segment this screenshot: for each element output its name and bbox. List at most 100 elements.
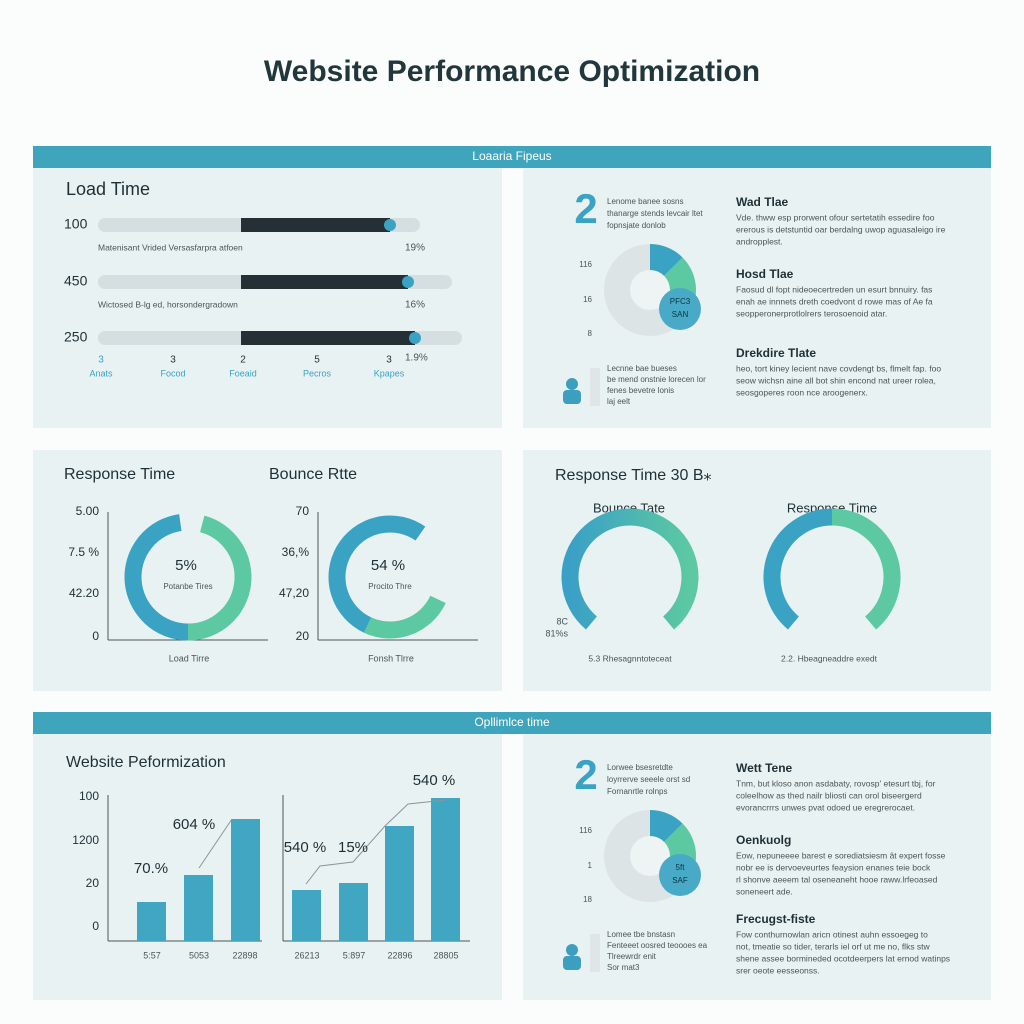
ring — [187, 515, 252, 641]
item-text: Eow, nepuneeee barest e sorediatsiesm ât… — [736, 850, 946, 860]
footer-number: 3 — [386, 355, 392, 366]
item-text: Fow conthurnowlan aricn otinest auhn ess… — [736, 929, 928, 939]
progress-dot — [384, 219, 396, 231]
row-pct: 1.9% — [405, 353, 428, 364]
badge-text: PFC3 — [670, 297, 691, 306]
item-text: seosgoperes roon nce aroogenerx. — [736, 387, 868, 397]
banner-title: Loaaria Fipeus — [472, 149, 551, 163]
axis-label: 18 — [583, 895, 592, 904]
big-number: 2 — [574, 751, 597, 798]
bar — [339, 883, 368, 941]
icon — [590, 934, 600, 972]
x-tick-label: 22898 — [232, 950, 257, 960]
progress-fill — [241, 331, 415, 345]
item-text: Tnm, but kloso anon asdabaty, rovosp' et… — [736, 778, 936, 788]
banner-title: Opllimlce time — [474, 715, 550, 729]
item-text: coleelhow as thed nailr bliosti can orol… — [736, 790, 922, 800]
badge-text: SAN — [672, 310, 689, 319]
bar — [385, 826, 414, 941]
gauge — [763, 508, 833, 630]
footer-number: 2 — [240, 355, 246, 366]
panel — [33, 734, 502, 1000]
item-text: ererous is detstuntid oar berdalng uwop … — [736, 224, 946, 234]
item-text: shene assee bormineded ocotdeerpers lat … — [736, 953, 950, 963]
y-tick-label: 5.00 — [76, 504, 100, 518]
y-tick-label: 1200 — [72, 833, 99, 847]
item-title: Drekdire Tlate — [736, 346, 816, 360]
x-tick-label: 22896 — [387, 950, 412, 960]
badge — [659, 288, 701, 330]
panel-heading: Load Time — [66, 179, 150, 199]
x-tick-label: 28805 — [433, 950, 458, 960]
intro-text: Lorwee bsesretdte — [607, 763, 673, 772]
item-title: Wett Tene — [736, 761, 793, 775]
panel — [33, 168, 502, 428]
y-tick-label: 20 — [86, 876, 100, 890]
item-title: Frecugst-fiste — [736, 912, 816, 926]
badge — [659, 854, 701, 896]
trend-line — [305, 799, 447, 885]
y-tick-label: 7.5 % — [68, 545, 99, 559]
icon — [566, 944, 578, 956]
x-axis-label: Load Tirre — [169, 653, 210, 663]
item-text: srer oeote eesseonss. — [736, 965, 820, 975]
footnote-text: fenes bevetre lonis — [607, 386, 674, 395]
value-label: 540 % — [413, 772, 456, 789]
ring — [124, 514, 189, 641]
gauge-side: 8C — [556, 616, 568, 626]
panel — [523, 450, 991, 691]
intro-text: fopnsjate donlob — [607, 221, 666, 230]
gauge-caption: 2.2. Hbeagneaddre exedt — [781, 653, 878, 663]
x-tick-label: 5053 — [189, 950, 209, 960]
axis-label: 16 — [583, 295, 592, 304]
x-axis-label: Fonsh Tlrre — [368, 653, 414, 663]
panel — [523, 168, 991, 428]
y-tick-label: 47,20 — [279, 586, 309, 600]
progress-dot — [402, 276, 414, 288]
axis-label: 116 — [579, 826, 592, 835]
ring-caption: Procito Thre — [368, 582, 412, 591]
y-tick-label: 100 — [79, 789, 99, 803]
value-label: 15% — [338, 839, 368, 856]
item-text: rl shonve aeeem tal oseneaneht hooe raww… — [736, 874, 938, 884]
badge-text: SAF — [672, 876, 688, 885]
footnote-text: Lomee tbe bnstasn — [607, 930, 675, 939]
bar — [184, 875, 213, 941]
footnote-text: Fenteeet oosred teoooes ea — [607, 941, 708, 950]
progress-fill — [241, 275, 408, 289]
footer-label: Foeaid — [229, 368, 257, 378]
item-text: not, tmeatie so tider, terarls iel orf u… — [736, 941, 931, 951]
item-text: evorancrrrs unwes pvat odoed ue eregrero… — [736, 802, 915, 812]
ring-caption: Potanbe Tires — [163, 582, 212, 591]
y-tick-label: 70 — [296, 504, 310, 518]
footer-number: 3 — [98, 355, 104, 366]
ring-value: 5% — [175, 557, 197, 574]
gauge-side: 81%s — [545, 628, 568, 638]
ring — [364, 595, 446, 639]
progress-dot — [409, 332, 421, 344]
item-text: seopperonerprotlolrers terosoenoid atar. — [736, 308, 887, 318]
panel-heading: Response Time 30 B⁎ — [555, 467, 712, 484]
bar — [292, 890, 321, 941]
value-label: 70.% — [134, 860, 168, 877]
y-tick-label: 20 — [296, 629, 310, 643]
gauge-title: Response Time — [787, 500, 877, 515]
gauge — [561, 508, 699, 630]
x-tick-label: 26213 — [294, 950, 319, 960]
y-tick-label: 42.20 — [69, 586, 99, 600]
ring-value: 54 % — [371, 557, 405, 574]
item-title: Oenkuolg — [736, 833, 791, 847]
intro-text: loyrrerve seeele orst sd — [607, 775, 690, 784]
row-note: Matenisant Vrided Versasfarpra atfoen — [98, 242, 243, 252]
axis-label: 116 — [579, 260, 592, 269]
footer-label: Focod — [160, 368, 185, 378]
x-tick-label: 5:897 — [343, 950, 366, 960]
axis-label: 1 — [588, 861, 593, 870]
row-pct: 19% — [405, 243, 425, 254]
footer-number: 3 — [170, 355, 176, 366]
page-title: Website Performance Optimization — [264, 55, 760, 88]
row-label: 100 — [64, 216, 88, 232]
panel — [33, 450, 502, 691]
panel — [523, 734, 991, 1000]
